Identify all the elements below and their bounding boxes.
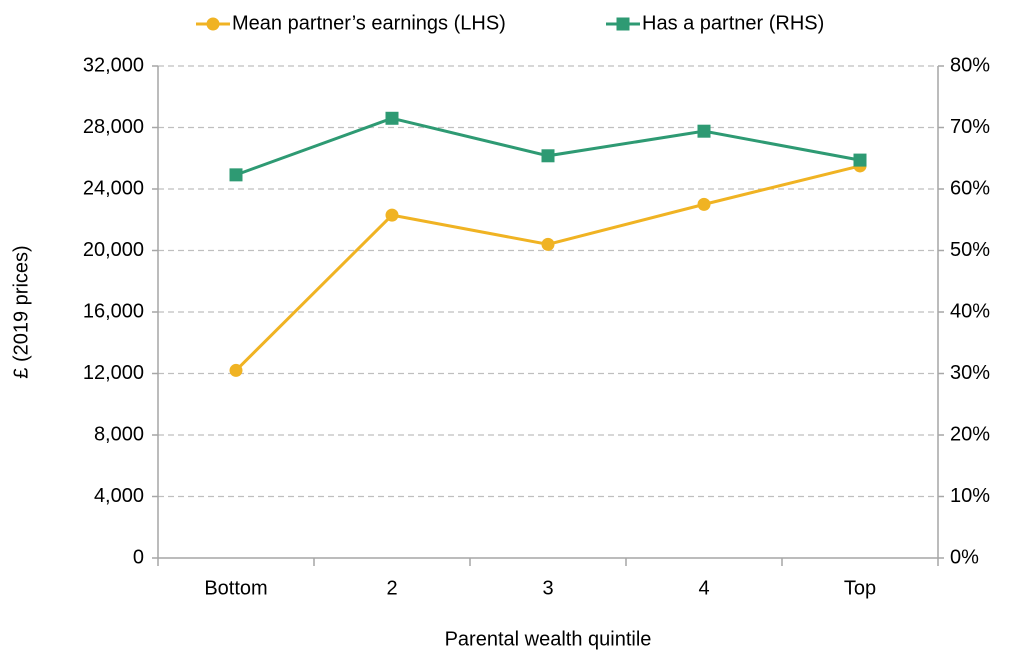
x-tick-label: Bottom — [204, 577, 267, 599]
y2-tick-label: 20% — [950, 423, 990, 445]
y-tick-label: 4,000 — [94, 485, 144, 507]
y2-tick-label: 40% — [950, 300, 990, 322]
marker — [541, 149, 555, 163]
legend-label: Mean partner’s earnings (LHS) — [232, 12, 506, 34]
y-tick-label: 32,000 — [83, 54, 144, 76]
y-tick-label: 12,000 — [83, 362, 144, 384]
x-axis-label: Parental wealth quintile — [445, 628, 652, 650]
y2-tick-label: 10% — [950, 485, 990, 507]
series-line — [234, 164, 861, 372]
y2-tick-label: 30% — [950, 362, 990, 384]
marker — [229, 168, 243, 182]
series-line — [235, 116, 861, 177]
x-tick-label: 2 — [386, 577, 397, 599]
y-tick-label: 16,000 — [83, 300, 144, 322]
y-tick-label: 0 — [133, 546, 144, 568]
x-tick-label: 4 — [698, 577, 709, 599]
marker — [697, 124, 711, 138]
x-tick-label: 3 — [542, 577, 553, 599]
y2-tick-label: 0% — [950, 546, 979, 568]
y-axis-label: £ (2019 prices) — [10, 245, 32, 378]
legend-marker — [206, 17, 220, 31]
legend-marker — [616, 17, 630, 31]
y2-tick-label: 70% — [950, 116, 990, 138]
y-tick-label: 20,000 — [83, 239, 144, 261]
marker — [697, 197, 711, 211]
marker — [541, 237, 555, 251]
marker — [385, 111, 399, 125]
marker — [229, 363, 243, 377]
marker — [385, 208, 399, 222]
legend-label: Has a partner (RHS) — [642, 12, 824, 34]
y2-tick-label: 50% — [950, 239, 990, 261]
y2-tick-label: 60% — [950, 177, 990, 199]
x-tick-label: Top — [844, 577, 876, 599]
y-tick-label: 8,000 — [94, 423, 144, 445]
y-tick-label: 28,000 — [83, 116, 144, 138]
y2-tick-label: 80% — [950, 54, 990, 76]
y-tick-label: 24,000 — [83, 177, 144, 199]
marker — [853, 153, 867, 167]
